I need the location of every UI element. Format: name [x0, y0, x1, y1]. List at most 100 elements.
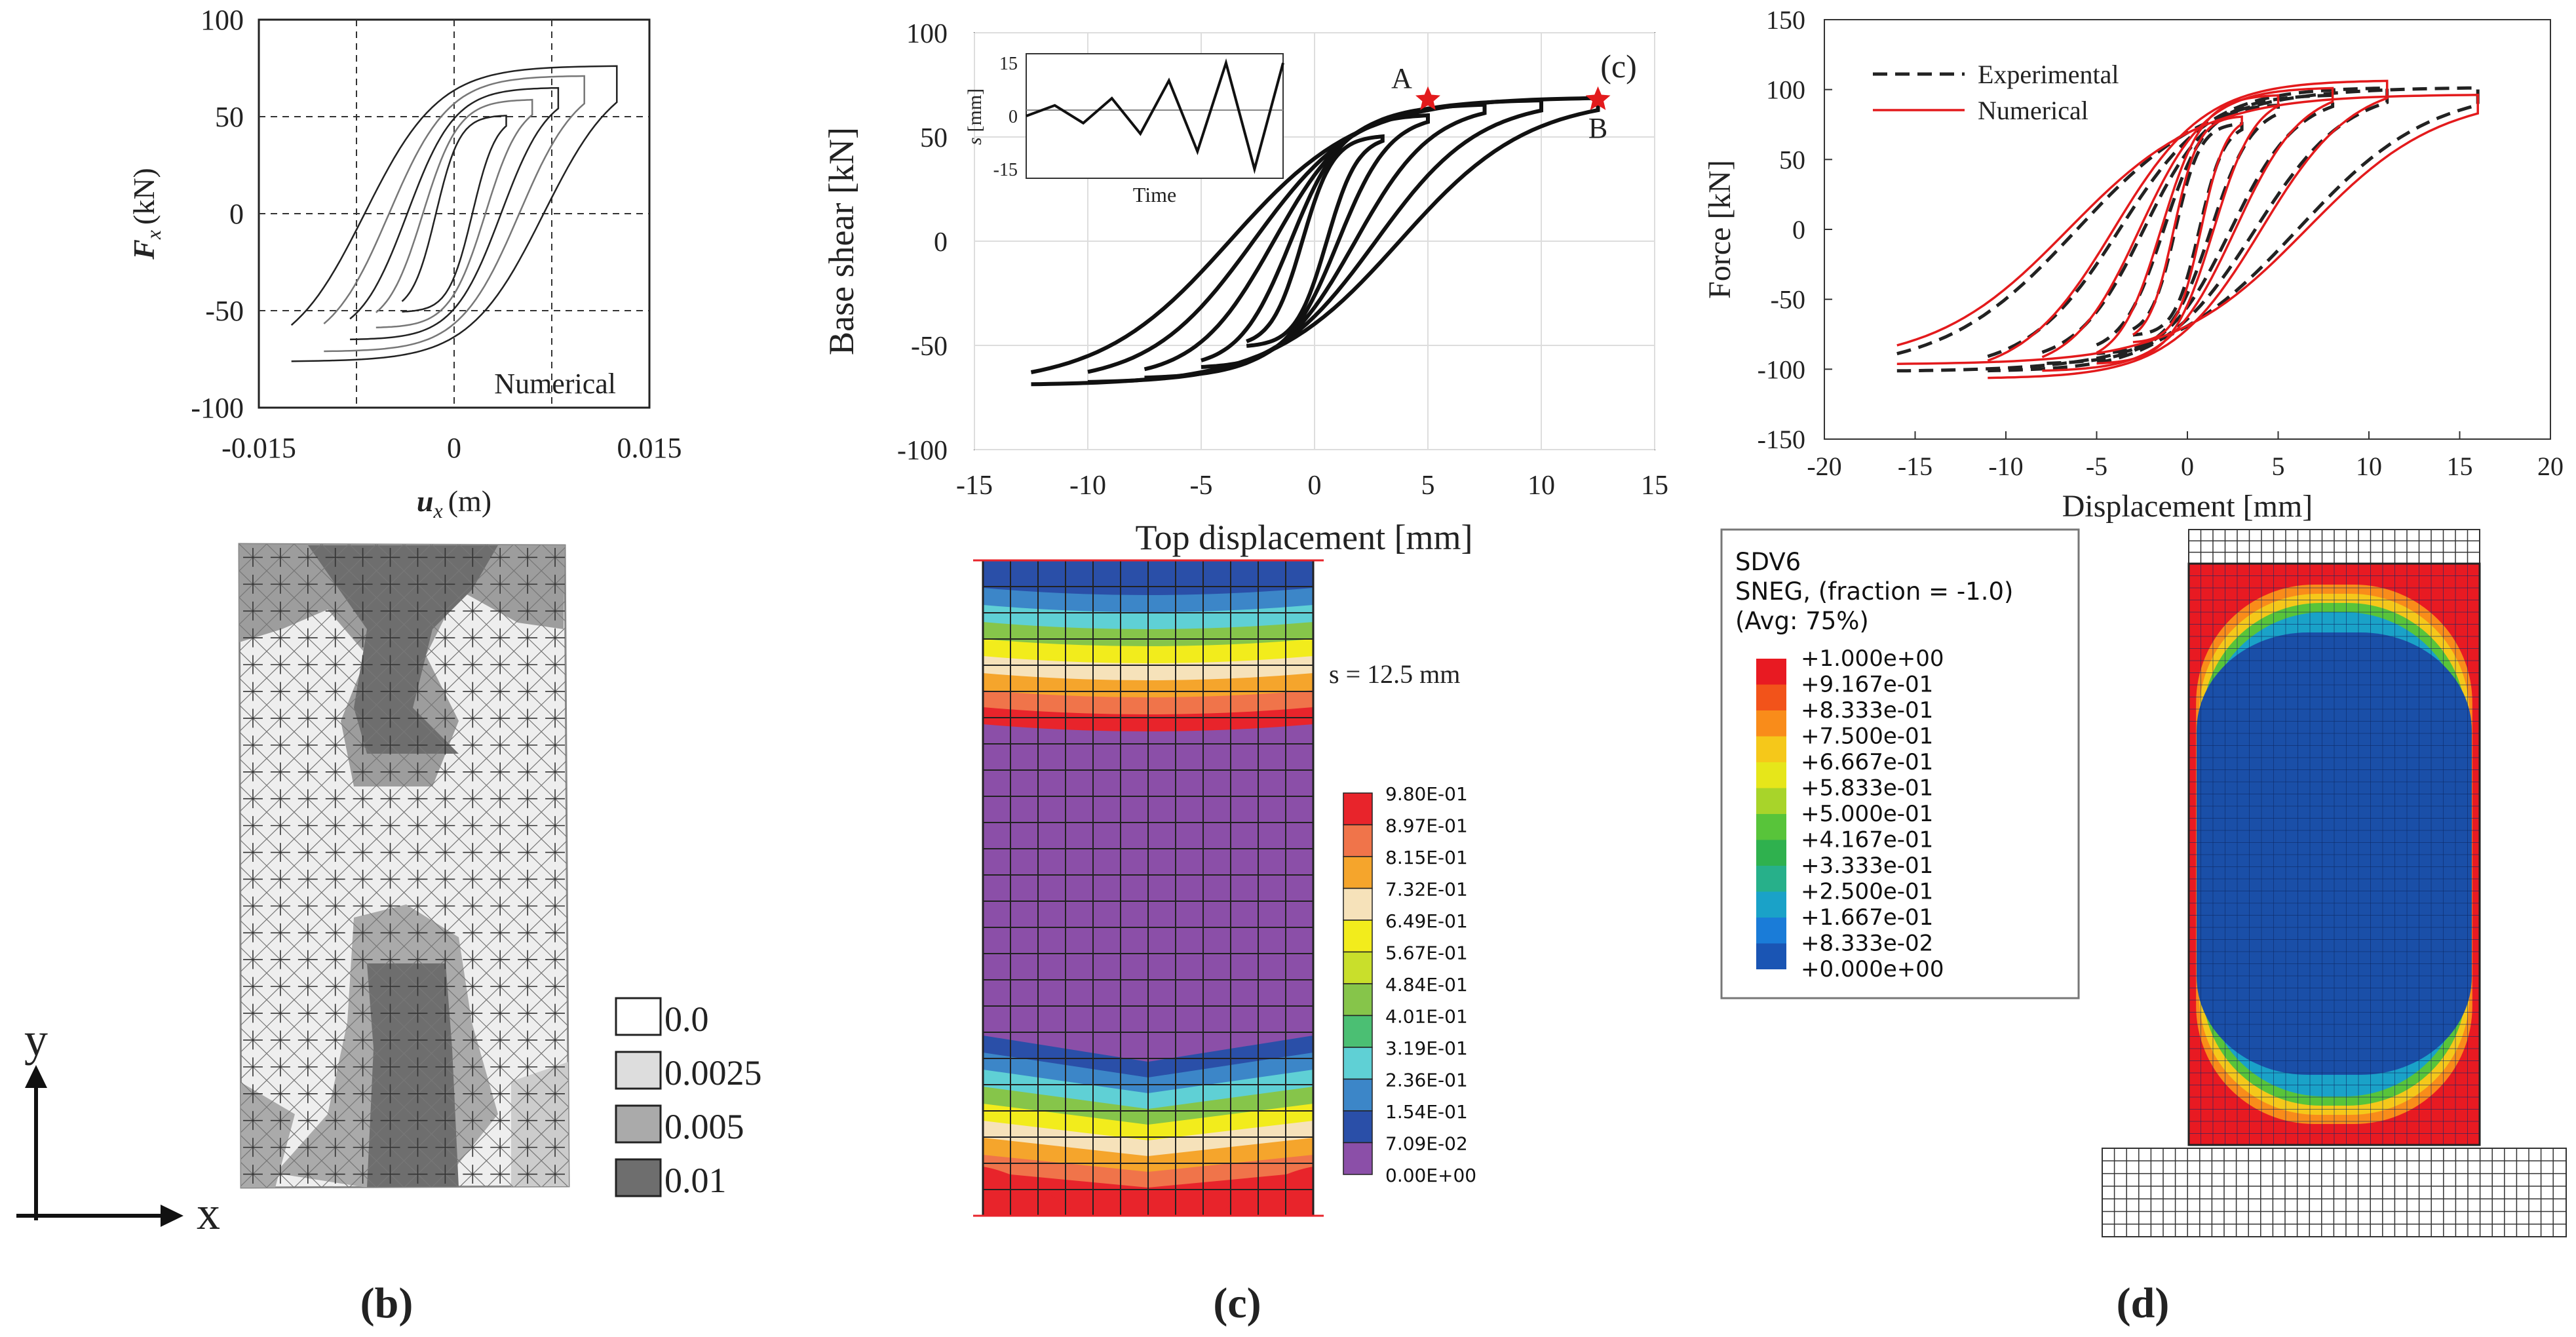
mesh-b-cross: [325, 843, 345, 862]
mesh-b-cross: [490, 735, 510, 755]
mesh-b-cross: [353, 548, 373, 567]
legend-d-swatch-4: [1756, 762, 1786, 788]
panel-c-point-label-B: B: [1588, 112, 1607, 144]
mesh-b-cross: [353, 1138, 373, 1157]
mesh-b-cross: [435, 1138, 455, 1157]
legend-b-label-0: 0.0: [664, 999, 709, 1039]
panel-b-cycle-2: [349, 87, 560, 341]
mesh-b-cross: [270, 816, 290, 836]
legend-c-label-1: 8.97E-01: [1385, 815, 1468, 837]
legend-c-label-11: 7.09E-02: [1385, 1133, 1468, 1155]
mesh-b-cross: [243, 896, 263, 916]
legend-c-label-10: 1.54E-01: [1385, 1101, 1468, 1123]
mesh-b-cross: [545, 601, 565, 621]
panel-b-y-tick-1: 50: [215, 101, 244, 133]
mesh-b-cross: [298, 601, 318, 621]
panel-b-tick-labels: -0.015 0 0.015 100 50 0 -50 -100: [191, 4, 682, 464]
mesh-b-cross: [463, 1057, 483, 1077]
mesh-b-cross: [490, 1084, 510, 1104]
mesh-b-cross: [270, 977, 290, 996]
mesh-b-cross: [380, 1138, 400, 1157]
caption-c: (c): [1213, 1279, 1261, 1327]
mesh-b-cross: [270, 628, 290, 648]
mesh-b-cross: [435, 923, 455, 942]
mesh-b-cross: [408, 1003, 428, 1023]
panel-c-y-tick-3: -50: [911, 332, 948, 362]
mesh-b-cross: [545, 682, 565, 701]
legend-d-swatch-10: [1756, 918, 1786, 944]
panel-b-x-sub: x: [433, 499, 442, 522]
mesh-b-cross: [490, 548, 510, 567]
legend-c-label-9: 2.36E-01: [1385, 1070, 1468, 1091]
mesh-b-cross: [518, 762, 538, 782]
mesh-b-cross: [490, 1003, 510, 1023]
panel-c-x-tick-6: 15: [1641, 471, 1668, 501]
mesh-b-cross: [518, 1138, 538, 1157]
legend-c-swatch-5: [1343, 951, 1373, 984]
mesh-b-cross: [463, 1084, 483, 1104]
panel-b-hysteresis-curves: [290, 65, 618, 362]
panel-c-y-tick-0: 100: [906, 19, 948, 49]
mesh-b-cross: [380, 923, 400, 942]
mesh-b-cross: [298, 682, 318, 701]
mesh-b-cross: [463, 923, 483, 942]
mesh-b-cross: [463, 1111, 483, 1131]
mesh-b-cross: [270, 682, 290, 701]
panel-c-x-axis-label: Top displacement [mm]: [1135, 518, 1472, 557]
mesh-b-cross: [435, 735, 455, 755]
mesh-b-cross: [490, 1030, 510, 1050]
mesh-b-cross: [435, 977, 455, 996]
panel-b-y-tick-4: -100: [191, 392, 244, 424]
mesh-b-cross: [463, 548, 483, 567]
mesh-b-cross: [325, 896, 345, 916]
mesh-b-cross: [325, 1165, 345, 1184]
inset-y-tick-0: 15: [999, 54, 1018, 74]
mesh-b-cross: [408, 655, 428, 674]
caption-d: (d): [2117, 1279, 2170, 1327]
mesh-b-cross: [380, 816, 400, 836]
mesh-b-cross: [463, 682, 483, 701]
panel-d-x-tick-5: 5: [2272, 452, 2285, 481]
axis-x-label: x: [197, 1187, 220, 1239]
panel-d-y-tick-5: -100: [1758, 355, 1805, 384]
mesh-b-cross: [353, 735, 373, 755]
panel-b-gridlines: [259, 20, 649, 408]
legend-c-swatch-10: [1343, 1110, 1373, 1144]
panel-b-cycle-4: [290, 65, 618, 362]
mesh-b-cross: [490, 1165, 510, 1184]
legend-d-title-1: SDV6: [1735, 548, 1801, 576]
mesh-b-cross: [298, 950, 318, 969]
panel-b-x-axis-label: ux (m): [417, 484, 491, 522]
panel-b-y-tick-0: 100: [201, 4, 244, 36]
mesh-b-cross: [270, 548, 290, 567]
contour-d-column-border: [2187, 562, 2481, 1146]
mesh-b-cross: [325, 548, 345, 567]
mesh-b-cross: [270, 1003, 290, 1023]
panel-b-annotation: Numerical: [494, 368, 616, 400]
legend-d-swatch-11: [1756, 943, 1786, 969]
mesh-b-cross: [380, 682, 400, 701]
mesh-b-cross: [435, 816, 455, 836]
panel-d-numerical-cycle-2: [2041, 87, 2334, 372]
panel-d-experimental-cycle-2: [2041, 93, 2335, 366]
panel-c-point-star-B: [1585, 86, 1611, 110]
mesh-b-cross: [298, 735, 318, 755]
mesh-b-cross: [270, 896, 290, 916]
mesh-b-cross: [270, 762, 290, 782]
mesh-b-cross: [408, 574, 428, 594]
panel-d-hysteresis-curves: [1896, 79, 2480, 379]
mesh-b-cross: [408, 1057, 428, 1077]
contour-c-corner-left: [983, 1167, 1081, 1216]
mesh-b-cross: [518, 735, 538, 755]
contour-c-corner-right: [1215, 1167, 1313, 1216]
mesh-b-cross: [353, 1057, 373, 1077]
mesh-b-cross: [545, 1003, 565, 1023]
mesh-b-cross: [325, 870, 345, 889]
mesh-b-cross: [325, 574, 345, 594]
legend-d-swatch-9: [1756, 891, 1786, 918]
legend-d-label-2: +8.333e-01: [1801, 697, 1933, 724]
mesh-b-cross: [463, 789, 483, 809]
mesh-b-cross: [298, 870, 318, 889]
